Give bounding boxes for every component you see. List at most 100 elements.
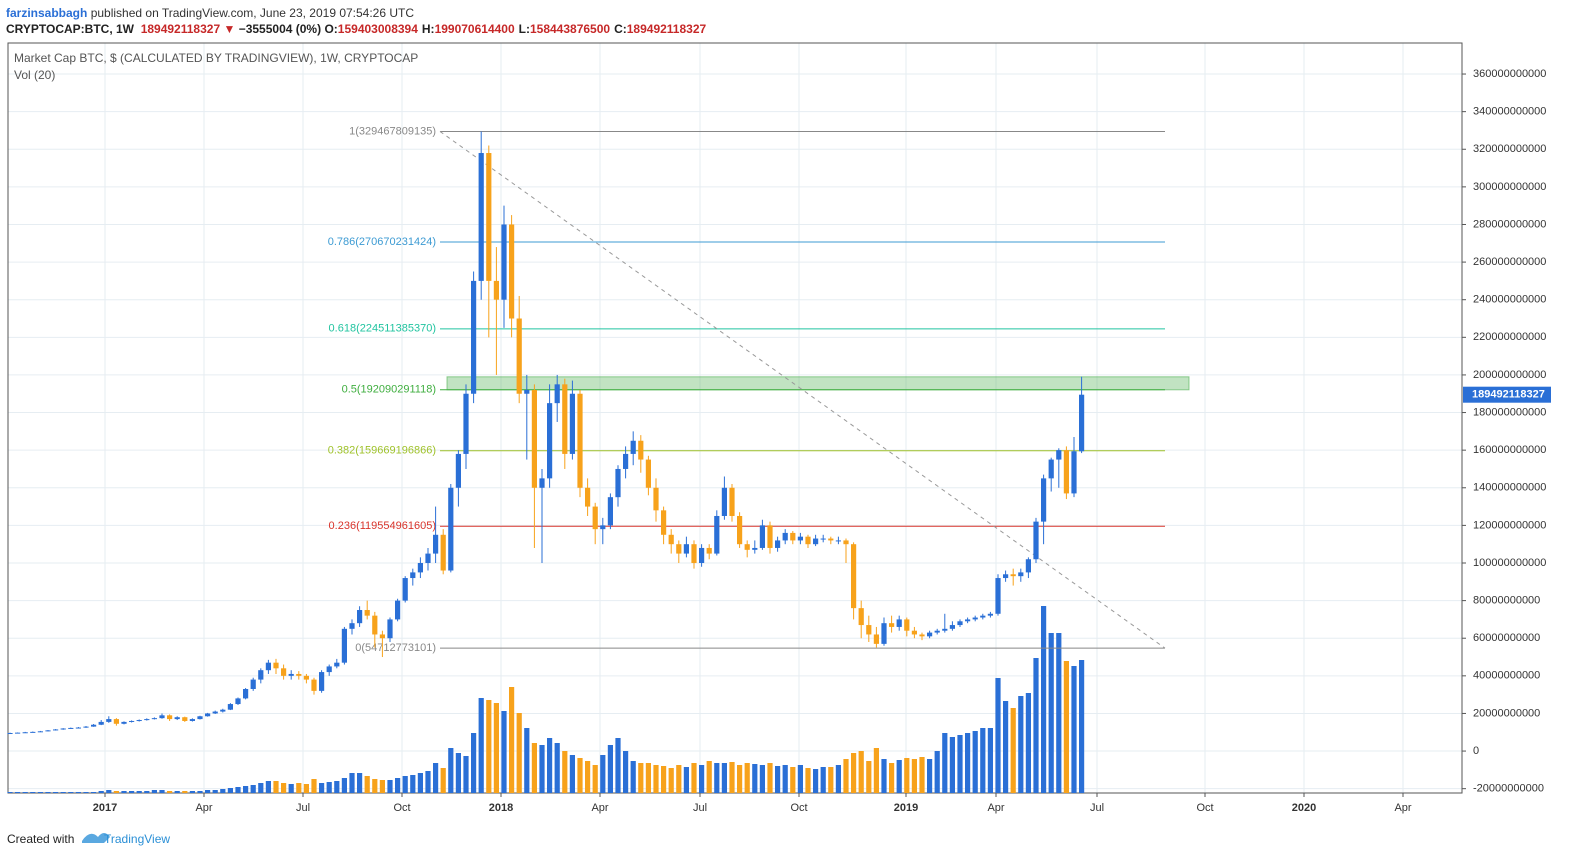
candle-body	[250, 679, 256, 690]
candle-body	[851, 544, 857, 609]
candle-body	[1003, 574, 1009, 579]
plot: 1(329467809135) 0.786(270670231424) 0.618(…	[7, 42, 1463, 794]
volume-bar	[1056, 633, 1062, 793]
fib-label: 0.236(119554961605)	[329, 520, 436, 532]
volume-bar	[987, 728, 993, 793]
volume-bar	[1048, 633, 1054, 793]
volume-bar	[417, 773, 423, 793]
candle-body	[881, 623, 887, 644]
volume-bar	[592, 765, 598, 793]
volume-bar	[129, 791, 135, 793]
volume-bar	[30, 792, 36, 793]
candle-body	[182, 717, 188, 721]
candle-body	[296, 673, 302, 676]
candle-body	[136, 720, 142, 722]
candle-body	[349, 623, 355, 629]
volume-bar	[615, 738, 621, 793]
volume-bar	[965, 733, 971, 793]
candle-body	[106, 719, 112, 722]
candle-body	[607, 497, 613, 526]
candle-body	[653, 487, 659, 511]
volume-bar	[463, 756, 469, 793]
volume-bar	[775, 766, 781, 793]
y-tick-label: 40000000000	[1473, 670, 1540, 682]
volume-bar	[858, 751, 864, 793]
volume-bar	[106, 790, 112, 793]
candle-body	[243, 689, 249, 699]
volume-bar	[1010, 708, 1016, 793]
candle-body	[835, 540, 841, 542]
volume-bar	[676, 765, 682, 793]
candle-body	[197, 716, 203, 720]
author[interactable]: farzinsabbagh	[6, 6, 88, 20]
x-tick-label: Jul	[693, 802, 707, 814]
volume-bar	[957, 735, 963, 793]
candle-body	[440, 534, 446, 571]
volume-bar	[539, 745, 545, 793]
candle-body	[896, 619, 902, 627]
volume-bar	[577, 758, 583, 793]
volume-bar	[379, 780, 385, 793]
candle-body	[524, 389, 530, 394]
candle-body	[623, 453, 629, 469]
candle-body	[737, 515, 743, 545]
volume-bar	[22, 792, 28, 793]
volume-bar	[714, 763, 720, 793]
candle-body	[281, 668, 287, 676]
volume-bar	[942, 733, 948, 793]
volume-bar	[15, 792, 21, 793]
candle-body	[691, 544, 697, 563]
plot-border	[7, 42, 1463, 794]
candle-body	[729, 487, 735, 516]
volume-bar	[949, 737, 955, 793]
candle-body	[189, 719, 195, 721]
brand[interactable]: TradingView	[104, 832, 170, 846]
candle-body	[227, 704, 233, 710]
brand-logo	[82, 833, 110, 843]
x-tick-label: Apr	[195, 802, 212, 814]
volume-bar	[699, 765, 705, 793]
candle-body	[433, 534, 439, 554]
candle-body	[220, 709, 226, 712]
volume-bar	[303, 784, 309, 793]
volume-bar	[866, 761, 872, 793]
candle-body	[828, 538, 834, 541]
y-tick-label: 0	[1473, 745, 1479, 757]
candle-body	[714, 515, 720, 554]
volume-bar	[197, 791, 203, 793]
candle-body	[1018, 572, 1024, 577]
candle-body	[759, 525, 765, 548]
volume-bar	[661, 766, 667, 793]
ohlc: O:159403008394 H:199070614400 L:1584438765…	[324, 22, 710, 36]
volume-bar	[159, 790, 165, 793]
candle-body	[501, 224, 507, 300]
last-price-box	[1463, 386, 1551, 403]
candle-body	[486, 153, 492, 281]
volume-bar	[144, 791, 150, 793]
volume-bar	[980, 728, 986, 793]
volume-bar	[440, 768, 446, 793]
candle-body	[448, 487, 454, 571]
volume-bar	[189, 791, 195, 793]
volume-bar	[554, 743, 560, 793]
candle-body	[425, 553, 431, 563]
candle-body	[341, 628, 347, 663]
volume-bar	[1079, 660, 1085, 793]
volume-bar	[501, 711, 507, 793]
candle-body	[91, 724, 97, 727]
volume-bar	[1025, 693, 1031, 793]
candle-body	[797, 536, 803, 541]
candle-body	[638, 440, 644, 460]
ohlc-label: C:	[614, 22, 627, 36]
volume-bar	[683, 767, 689, 793]
candle-body	[205, 713, 211, 717]
volume-bar	[151, 790, 157, 793]
candle-body	[212, 711, 218, 714]
volume-bar	[645, 763, 651, 793]
volume-bar	[136, 791, 142, 793]
volume-bar	[311, 779, 317, 793]
candle-body	[744, 544, 750, 550]
x-tick-label: 2018	[489, 802, 513, 814]
volume-bar	[630, 761, 636, 793]
ohlc-value: 158443876500	[529, 22, 611, 36]
